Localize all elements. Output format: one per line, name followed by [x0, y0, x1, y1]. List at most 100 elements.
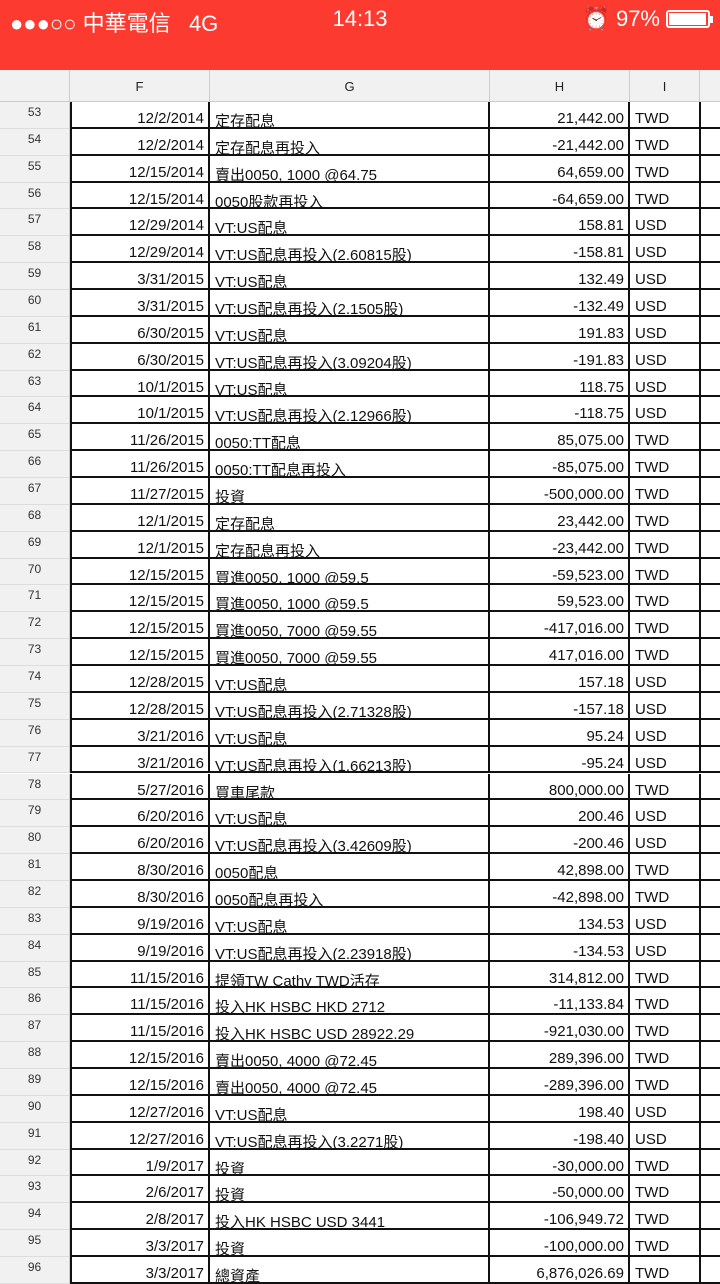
cell-amount[interactable]: 85,075.00	[490, 424, 630, 452]
row-number[interactable]: 92	[0, 1149, 70, 1177]
cell-date[interactable]: 3/3/2017	[70, 1230, 210, 1257]
cell-date[interactable]: 11/15/2016	[70, 1015, 210, 1043]
cell-date[interactable]: 6/20/2016	[70, 800, 210, 828]
cell-currency[interactable]: TWD	[630, 880, 720, 908]
cell-description[interactable]: 投資	[210, 478, 490, 505]
cell-currency[interactable]: USD	[630, 907, 720, 935]
cell-description[interactable]: 定存配息	[210, 102, 490, 129]
cell-currency[interactable]: TWD	[630, 1176, 720, 1204]
cell-currency[interactable]: USD	[630, 1095, 720, 1123]
cell-currency[interactable]: TWD	[630, 182, 720, 210]
cell-date[interactable]: 9/19/2016	[70, 934, 210, 962]
cell-date[interactable]: 12/15/2015	[70, 612, 210, 640]
cell-currency[interactable]: USD	[630, 746, 720, 774]
cell-currency[interactable]: TWD	[630, 961, 720, 989]
row-number[interactable]: 59	[0, 263, 70, 291]
cell-currency[interactable]: TWD	[630, 128, 720, 156]
cell-description[interactable]: 投資	[210, 1149, 490, 1177]
cell-date[interactable]: 3/21/2016	[70, 719, 210, 747]
cell-date[interactable]: 12/15/2016	[70, 1042, 210, 1069]
cell-currency[interactable]: TWD	[630, 1230, 720, 1257]
cell-date[interactable]: 12/28/2015	[70, 666, 210, 693]
cell-description[interactable]: 投入HK HSBC HKD 2712	[210, 988, 490, 1016]
cell-amount[interactable]: 417,016.00	[490, 639, 630, 667]
cell-date[interactable]: 12/15/2015	[70, 639, 210, 667]
cell-currency[interactable]: TWD	[630, 451, 720, 479]
cell-date[interactable]: 3/21/2016	[70, 746, 210, 774]
row-number[interactable]: 61	[0, 316, 70, 344]
cell-amount[interactable]: 134.53	[490, 907, 630, 935]
cell-amount[interactable]: -157.18	[490, 692, 630, 720]
cell-description[interactable]: VT:US配息再投入(2.71328股)	[210, 692, 490, 720]
row-number[interactable]: 72	[0, 612, 70, 640]
row-number[interactable]: 70	[0, 558, 70, 586]
cell-amount[interactable]: -132.49	[490, 290, 630, 317]
row-number[interactable]: 57	[0, 209, 70, 237]
cell-description[interactable]: 0050:TT配息	[210, 424, 490, 452]
cell-description[interactable]: 買進0050, 1000 @59.5	[210, 585, 490, 613]
row-number[interactable]: 86	[0, 988, 70, 1016]
cell-date[interactable]: 11/26/2015	[70, 424, 210, 452]
cell-date[interactable]: 2/8/2017	[70, 1203, 210, 1231]
cell-date[interactable]: 12/15/2016	[70, 1068, 210, 1096]
cell-date[interactable]: 9/19/2016	[70, 907, 210, 935]
cell-amount[interactable]: -289,396.00	[490, 1068, 630, 1096]
cell-currency[interactable]: USD	[630, 719, 720, 747]
cell-amount[interactable]: 42,898.00	[490, 854, 630, 881]
cell-currency[interactable]: TWD	[630, 478, 720, 505]
row-number[interactable]: 87	[0, 1015, 70, 1043]
cell-date[interactable]: 1/9/2017	[70, 1149, 210, 1177]
cell-amount[interactable]: -50,000.00	[490, 1176, 630, 1204]
cell-description[interactable]: VT:US配息	[210, 316, 490, 344]
column-header-i[interactable]: I	[630, 70, 700, 102]
cell-description[interactable]: VT:US配息	[210, 263, 490, 291]
cell-currency[interactable]: TWD	[630, 1203, 720, 1231]
cell-description[interactable]: 定存配息再投入	[210, 128, 490, 156]
cell-description[interactable]: 0050配息再投入	[210, 880, 490, 908]
cell-currency[interactable]: USD	[630, 800, 720, 828]
row-number[interactable]: 85	[0, 961, 70, 989]
cell-amount[interactable]: 158.81	[490, 209, 630, 237]
cell-date[interactable]: 11/27/2015	[70, 478, 210, 505]
row-number[interactable]: 94	[0, 1203, 70, 1231]
cell-date[interactable]: 12/29/2014	[70, 236, 210, 264]
cell-currency[interactable]: USD	[630, 263, 720, 291]
select-all-corner[interactable]	[0, 70, 70, 102]
row-number[interactable]: 95	[0, 1230, 70, 1257]
cell-description[interactable]: VT:US配息再投入(3.09204股)	[210, 343, 490, 371]
cell-amount[interactable]: -85,075.00	[490, 451, 630, 479]
cell-date[interactable]: 10/1/2015	[70, 370, 210, 398]
cell-currency[interactable]: USD	[630, 1122, 720, 1150]
row-number[interactable]: 91	[0, 1122, 70, 1150]
cell-amount[interactable]: 64,659.00	[490, 155, 630, 183]
cell-currency[interactable]: TWD	[630, 558, 720, 586]
row-number[interactable]: 64	[0, 397, 70, 425]
cell-currency[interactable]: TWD	[630, 1149, 720, 1177]
cell-description[interactable]: 投入HK HSBC USD 28922.29	[210, 1015, 490, 1043]
row-number[interactable]: 53	[0, 102, 70, 129]
row-number[interactable]: 84	[0, 934, 70, 962]
cell-date[interactable]: 11/26/2015	[70, 451, 210, 479]
cell-description[interactable]: 0050股款再投入	[210, 182, 490, 210]
cell-amount[interactable]: 800,000.00	[490, 773, 630, 801]
cell-currency[interactable]: TWD	[630, 1068, 720, 1096]
row-number[interactable]: 83	[0, 907, 70, 935]
cell-description[interactable]: VT:US配息	[210, 800, 490, 828]
cell-currency[interactable]: USD	[630, 692, 720, 720]
cell-date[interactable]: 12/27/2016	[70, 1122, 210, 1150]
cell-date[interactable]: 12/15/2015	[70, 585, 210, 613]
cell-description[interactable]: VT:US配息	[210, 666, 490, 693]
row-number[interactable]: 68	[0, 504, 70, 532]
cell-amount[interactable]: 289,396.00	[490, 1042, 630, 1069]
cell-amount[interactable]: -500,000.00	[490, 478, 630, 505]
cell-description[interactable]: 賣出0050, 1000 @64.75	[210, 155, 490, 183]
cell-amount[interactable]: -59,523.00	[490, 558, 630, 586]
cell-date[interactable]: 10/1/2015	[70, 397, 210, 425]
cell-description[interactable]: 買進0050, 7000 @59.55	[210, 639, 490, 667]
cell-amount[interactable]: -100,000.00	[490, 1230, 630, 1257]
column-header-f[interactable]: F	[70, 70, 210, 102]
cell-currency[interactable]: USD	[630, 666, 720, 693]
cell-description[interactable]: VT:US配息再投入(1.66213股)	[210, 746, 490, 774]
cell-currency[interactable]: USD	[630, 236, 720, 264]
cell-description[interactable]: 投資	[210, 1176, 490, 1204]
